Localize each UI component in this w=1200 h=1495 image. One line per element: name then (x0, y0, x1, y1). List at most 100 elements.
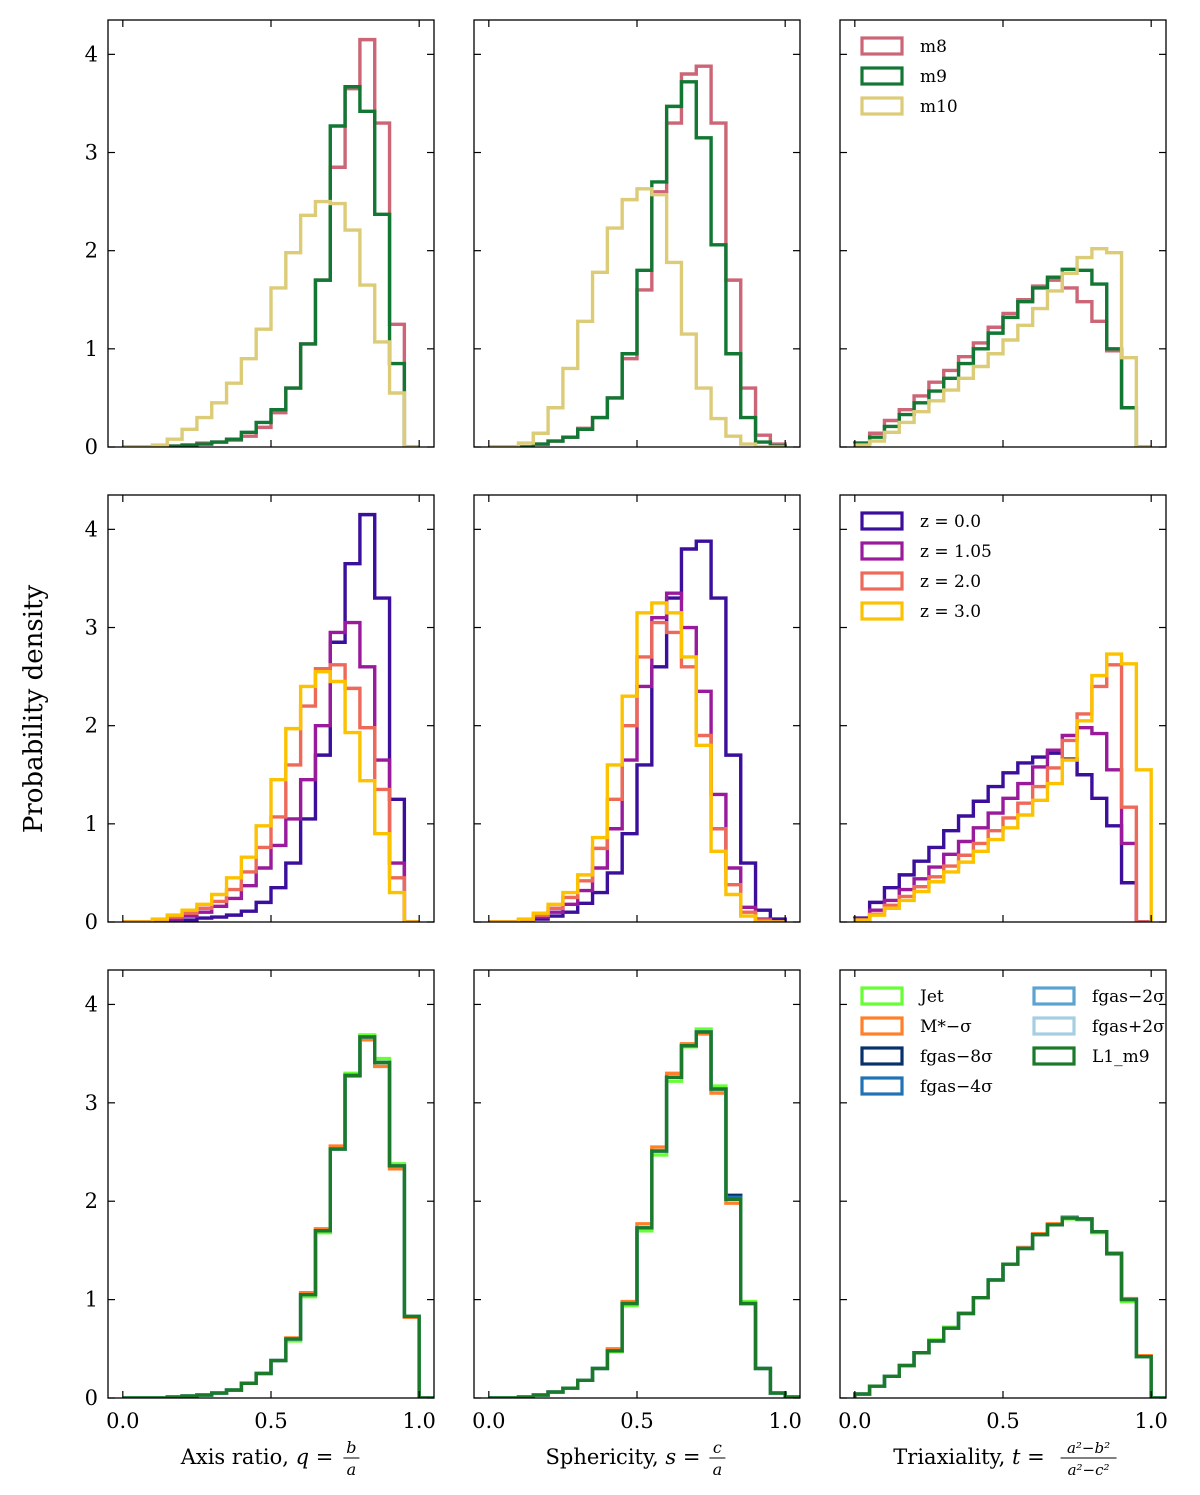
legend-label: z = 3.0 (920, 602, 981, 622)
svg-text:b: b (346, 1438, 356, 1457)
hist-series-z-3-0 (122, 669, 420, 922)
legend-label: m9 (920, 67, 947, 87)
x-tick-label: 1.0 (768, 1409, 801, 1433)
legend-label: z = 1.05 (920, 542, 992, 562)
y-tick-label: 2 (85, 1189, 98, 1213)
panel-r2-c0: 0.0 0.5 1.0 0 1 2 3 4 Axis ratio, q = ba (85, 969, 436, 1479)
hist-series-fgas-2- (853, 1216, 1166, 1398)
panel-r0-c2: m8 m9 m10 (839, 19, 1167, 448)
panel-r0-c1 (473, 19, 801, 448)
axes-frame (473, 969, 801, 1399)
legend-swatch (860, 601, 904, 621)
legend-label: m8 (920, 37, 947, 57)
panel-r1-c2: z = 0.0 z = 1.05 z = 2.0 z = 3.0 (839, 494, 1167, 923)
hist-series-fgas-4- (853, 1216, 1166, 1398)
hist-series-z-3-0 (488, 601, 786, 922)
legend-swatch (1032, 986, 1076, 1006)
legend-swatch (860, 986, 904, 1006)
hist-series-jet (853, 1217, 1166, 1398)
hist-series-m- (122, 1038, 434, 1398)
legend-swatch (860, 36, 904, 56)
svg-text:Triaxiality, t =: Triaxiality, t = (893, 1445, 1044, 1469)
hist-series-jet (122, 1033, 434, 1398)
legend-label: fgas+2σ (1092, 1017, 1165, 1037)
hist-series-m10 (853, 247, 1152, 447)
hist-series-m10 (122, 199, 420, 447)
hist-series-fgas-8- (122, 1035, 434, 1398)
y-tick-label: 0 (85, 435, 98, 459)
legend-swatch (1032, 1016, 1076, 1036)
hist-series-z-0-0 (122, 512, 420, 922)
x-tick-label: 0.5 (620, 1409, 653, 1433)
legend-label: z = 0.0 (920, 512, 981, 532)
x-tick-label: 0.0 (472, 1409, 505, 1433)
hist-series-fgas-8- (488, 1030, 800, 1398)
legend-label: L1_m9 (1092, 1047, 1150, 1067)
panel-r1-c1 (473, 494, 801, 923)
hist-series-m- (853, 1215, 1166, 1398)
legend-label: m10 (920, 97, 958, 117)
hist-series-fgas-4- (488, 1030, 800, 1398)
svg-text:Axis ratio, q =: Axis ratio, q = (180, 1445, 334, 1469)
hist-series-z-0-0 (853, 751, 1152, 922)
y-tick-label: 4 (85, 42, 98, 66)
svg-text:a: a (347, 1460, 357, 1479)
panel-r1-c0: 0 1 2 3 4 (85, 494, 435, 934)
legend-swatch (860, 96, 904, 116)
x-axis-label-t: Triaxiality, t = a²−b² a²−c² (893, 1439, 1117, 1479)
hist-series-m9 (853, 267, 1152, 447)
axes-frame (107, 19, 435, 448)
legend-label: Jet (918, 987, 944, 1007)
x-tick-label: 1.0 (1134, 1409, 1167, 1433)
y-tick-label: 1 (85, 1288, 98, 1312)
x-axis-label-q: Axis ratio, q = ba (180, 1438, 360, 1479)
y-tick-label: 0 (85, 910, 98, 934)
y-tick-label: 1 (85, 812, 98, 836)
hist-series-fgas-2- (122, 1035, 434, 1398)
legend-swatch (860, 66, 904, 86)
svg-text:a: a (713, 1460, 723, 1479)
y-tick-label: 2 (85, 714, 98, 738)
legend-label: fgas−8σ (920, 1047, 993, 1067)
y-tick-label: 2 (85, 239, 98, 263)
hist-series-m- (488, 1032, 800, 1398)
legend: Jet M*−σ fgas−8σ fgas−4σ fgas−2σ fgas+2σ L1_m9 (860, 986, 1165, 1097)
legend-swatch (1032, 1046, 1076, 1066)
hist-series-l1-m9 (488, 1030, 800, 1398)
y-tick-label: 3 (85, 1091, 98, 1115)
axes-frame (107, 969, 435, 1399)
panel-r0-c0: 0 1 2 3 4 (85, 19, 435, 459)
y-tick-label: 0 (85, 1386, 98, 1410)
legend: m8 m9 m10 (860, 36, 958, 117)
axes-frame (473, 19, 801, 448)
legend-label: z = 2.0 (920, 572, 981, 592)
legend-label: fgas−4σ (920, 1077, 993, 1097)
hist-series-z-0-0 (488, 539, 787, 922)
hist-series-l1-m9 (853, 1216, 1166, 1398)
hist-series-m8 (122, 37, 420, 447)
legend-swatch (860, 1046, 904, 1066)
y-tick-label: 3 (85, 141, 98, 165)
hist-series-fgas-8- (853, 1216, 1166, 1398)
hist-series-fgas-2- (488, 1030, 800, 1398)
y-tick-label: 3 (85, 616, 98, 640)
hist-series-z-1-05 (853, 725, 1152, 922)
panel-r2-c2: 0.0 0.5 1.0 Triaxiality, t = a²−b² a²−c² Jet M… (838, 969, 1168, 1479)
hist-series-fgas-4- (122, 1035, 434, 1398)
y-axis-label: Probability density (19, 585, 49, 834)
y-tick-label: 4 (85, 517, 98, 541)
legend-swatch (860, 541, 904, 561)
hist-series-jet (488, 1027, 800, 1398)
hist-series-m10 (488, 187, 786, 447)
hist-series-z-3-0 (853, 652, 1153, 922)
x-axis-label-s: Sphericity, s = ca (546, 1438, 726, 1479)
hist-series-fgas-2- (853, 1216, 1166, 1398)
y-tick-label: 1 (85, 337, 98, 361)
svg-text:a²−b²: a²−b² (1067, 1439, 1110, 1457)
svg-text:a²−c²: a²−c² (1068, 1461, 1110, 1479)
svg-text:c: c (713, 1438, 722, 1457)
legend-label: fgas−2σ (1092, 987, 1165, 1007)
legend-swatch (860, 1016, 904, 1036)
legend-swatch (860, 1076, 904, 1096)
